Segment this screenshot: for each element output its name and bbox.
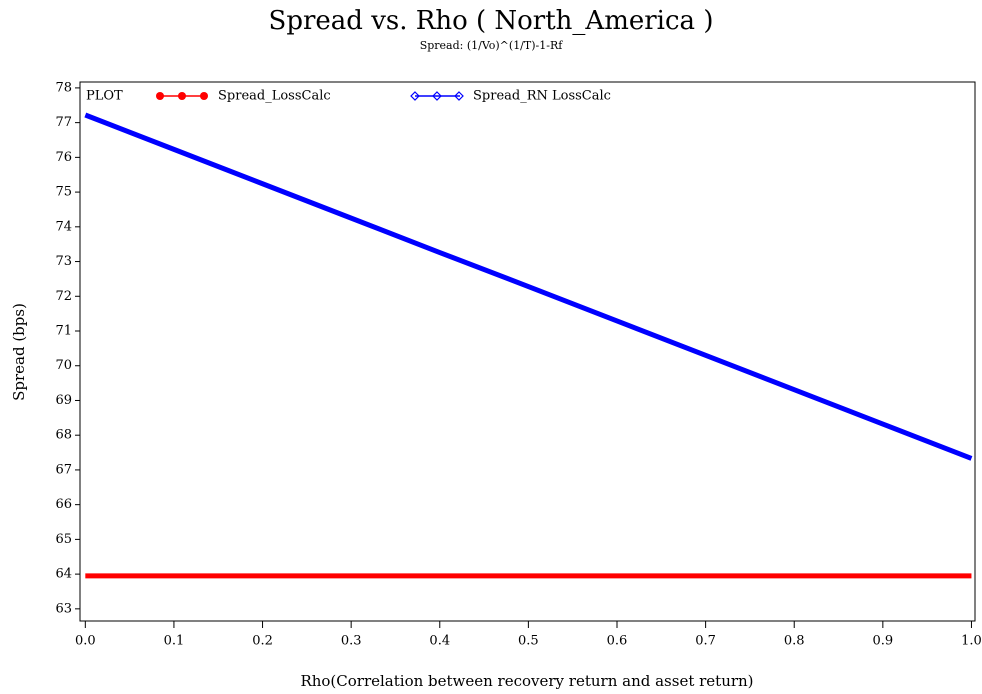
- legend-title: PLOT: [86, 89, 123, 104]
- legend-label: Spread_RN LossCalc: [473, 89, 611, 104]
- legend-marker: [410, 91, 420, 101]
- legend-marker: [432, 91, 442, 101]
- y-tick-label: 68: [55, 428, 72, 443]
- x-tick-label: 0.8: [784, 634, 805, 649]
- y-axis-label: Spread (bps): [10, 303, 28, 401]
- y-tick-label: 77: [55, 115, 72, 130]
- y-tick-label: 70: [55, 358, 72, 373]
- x-tick-label: 1.0: [961, 634, 982, 649]
- y-tick-label: 65: [55, 532, 72, 547]
- x-axis-label: Rho(Correlation between recovery return …: [300, 672, 753, 690]
- x-tick-label: 0.0: [75, 634, 96, 649]
- y-tick-label: 67: [55, 462, 72, 477]
- y-tick-label: 66: [55, 497, 72, 512]
- y-tick-label: 71: [55, 324, 72, 339]
- plot-frame: [79, 81, 976, 622]
- legend-marker: [200, 92, 208, 100]
- legend-marker: [178, 92, 186, 100]
- x-tick-label: 0.3: [341, 634, 362, 649]
- x-tick-label: 0.7: [695, 634, 716, 649]
- x-tick-label: 0.5: [518, 634, 539, 649]
- legend-marker: [454, 91, 464, 101]
- series-line: [84, 112, 973, 461]
- y-tick-label: 69: [55, 393, 72, 408]
- y-tick-label: 76: [55, 150, 72, 165]
- chart-title: Spread vs. Rho ( North_America ): [269, 6, 714, 36]
- x-tick-label: 0.2: [252, 634, 273, 649]
- y-tick-label: 63: [55, 601, 72, 616]
- y-tick-label: 72: [55, 289, 72, 304]
- x-tick-label: 0.4: [429, 634, 450, 649]
- x-tick-label: 0.9: [872, 634, 893, 649]
- x-tick-label: 0.6: [607, 634, 628, 649]
- x-tick-label: 0.1: [164, 634, 185, 649]
- y-tick-label: 78: [55, 80, 72, 95]
- chart-subtitle: Spread: (1/Vo)^(1/T)-1-Rf: [420, 39, 564, 52]
- legend-label: Spread_LossCalc: [218, 89, 331, 104]
- y-tick-label: 74: [55, 219, 72, 234]
- legend-marker: [156, 92, 164, 100]
- y-tick-label: 75: [55, 185, 72, 200]
- y-tick-label: 73: [55, 254, 72, 269]
- y-tick-label: 64: [55, 567, 72, 582]
